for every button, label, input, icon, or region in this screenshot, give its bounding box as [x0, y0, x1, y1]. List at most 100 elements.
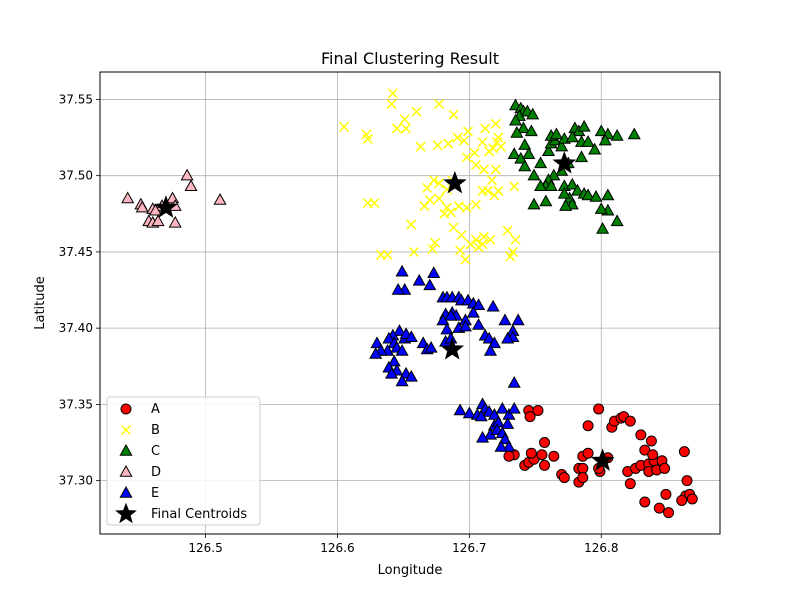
data-point-b — [484, 146, 495, 157]
plot-frame — [99, 71, 721, 535]
series-e — [369, 264, 525, 452]
data-point-b — [470, 234, 481, 245]
chart-title: Final Clustering Result — [321, 49, 499, 68]
data-point-a — [624, 478, 636, 490]
data-point-a — [539, 437, 551, 449]
data-point-e — [474, 409, 488, 422]
data-point-b — [386, 98, 397, 110]
centroid-star — [440, 337, 465, 360]
data-point-b — [448, 222, 459, 233]
data-point-e — [369, 347, 383, 359]
data-point-a — [653, 502, 665, 514]
data-point-b — [401, 123, 412, 134]
data-point-e — [472, 298, 486, 310]
x-axis-ticks: 126.5 126.6 126.7 126.8 — [188, 534, 618, 555]
data-point-c — [574, 150, 589, 163]
data-point-c — [559, 199, 573, 211]
y-tick-label: 37.45 — [59, 245, 93, 259]
data-point-d — [135, 200, 149, 213]
data-point-a — [593, 403, 605, 415]
data-point-c — [510, 125, 524, 138]
data-point-c — [598, 133, 612, 146]
data-point-a — [660, 488, 672, 500]
data-point-e — [453, 403, 467, 416]
data-point-c — [516, 121, 530, 134]
data-point-d — [213, 193, 227, 205]
data-point-b — [411, 106, 422, 117]
legend-label: B — [151, 423, 160, 438]
legend-item: D — [119, 464, 161, 480]
data-point-b — [480, 123, 491, 134]
data-point-c — [570, 183, 585, 196]
data-point-e — [395, 264, 409, 277]
data-point-e — [392, 324, 406, 336]
data-point-b — [452, 132, 463, 143]
data-points — [121, 88, 698, 519]
data-point-b — [478, 231, 489, 242]
data-point-c — [518, 159, 532, 172]
data-point-c — [589, 190, 603, 202]
data-point-c — [547, 168, 561, 181]
data-point-b — [387, 88, 398, 99]
data-point-d — [168, 215, 182, 228]
data-point-a — [539, 459, 551, 471]
data-point-c — [588, 142, 602, 155]
data-point-b — [399, 114, 410, 125]
data-point-e — [495, 401, 509, 414]
data-point-b — [461, 152, 472, 163]
data-point-b — [408, 246, 419, 257]
centroid-star — [590, 448, 615, 471]
data-point-b — [493, 132, 504, 143]
legend-item: E — [119, 485, 159, 501]
data-point-e — [507, 401, 521, 414]
data-point-e — [511, 313, 525, 326]
legend-marker — [119, 443, 133, 456]
data-point-c — [508, 113, 523, 126]
data-point-a — [645, 435, 657, 447]
y-tick-label: 37.30 — [59, 474, 93, 488]
data-point-e — [444, 308, 458, 321]
data-point-b — [362, 134, 373, 145]
data-point-c — [555, 139, 569, 152]
data-point-e — [502, 408, 516, 420]
data-point-a — [676, 494, 688, 506]
data-point-c — [522, 147, 536, 160]
y-tick-label: 37.35 — [59, 397, 93, 411]
data-point-b — [430, 237, 441, 248]
data-point-b — [433, 193, 445, 204]
legend-marker — [119, 464, 133, 477]
data-point-b — [459, 135, 470, 146]
legend-marker — [120, 424, 132, 436]
data-point-e — [404, 369, 418, 382]
data-point-e — [384, 366, 399, 379]
data-point-c — [565, 177, 579, 190]
data-point-b — [455, 245, 466, 256]
data-point-b — [485, 234, 496, 245]
data-point-a — [647, 449, 659, 461]
y-axis-ticks: 37.30 37.35 37.40 37.45 37.50 37.55 — [59, 92, 100, 488]
data-point-a — [558, 472, 570, 484]
data-point-e — [507, 376, 521, 388]
data-point-c — [581, 188, 595, 201]
data-point-a — [681, 475, 693, 487]
data-point-b — [456, 230, 467, 241]
data-point-a — [577, 462, 589, 474]
legend-label: E — [151, 486, 159, 501]
data-point-c — [507, 147, 521, 160]
legend-item: C — [119, 443, 160, 459]
data-point-a — [659, 462, 671, 474]
data-point-a — [624, 415, 636, 427]
data-point-e — [476, 430, 490, 443]
data-point-b — [463, 126, 474, 137]
data-point-b — [406, 219, 417, 230]
data-point-b — [490, 164, 501, 175]
data-point-c — [526, 107, 540, 120]
y-tick-label: 37.50 — [59, 169, 93, 183]
data-point-c — [601, 188, 615, 201]
data-point-c — [627, 127, 641, 140]
legend-item: Final Centroids — [115, 502, 247, 524]
data-point-b — [477, 137, 488, 148]
legend-label: D — [151, 465, 161, 480]
y-tick-label: 37.40 — [59, 321, 93, 335]
data-point-a — [532, 404, 544, 416]
